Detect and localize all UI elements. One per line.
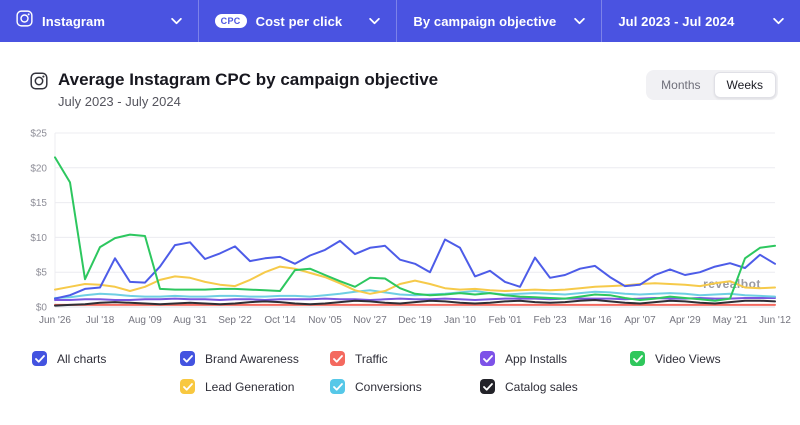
x-axis-tick: Apr '29 xyxy=(669,315,701,326)
chevron-down-icon xyxy=(369,12,381,30)
legend-item-conversions[interactable]: Conversions xyxy=(330,379,480,394)
x-axis-tick: Sep '22 xyxy=(218,315,252,326)
y-axis-tick: $0 xyxy=(36,303,48,314)
page-title: Average Instagram CPC by campaign object… xyxy=(58,70,439,89)
chevron-down-icon xyxy=(773,12,784,30)
legend-label: Conversions xyxy=(355,379,422,394)
legend-label: App Installs xyxy=(505,351,568,366)
series-line-video-views xyxy=(54,156,776,302)
date-range-subtitle: July 2023 - July 2024 xyxy=(58,94,181,109)
y-axis-tick: $5 xyxy=(36,268,48,279)
chevron-down-icon xyxy=(170,12,182,30)
y-axis-tick: $25 xyxy=(30,129,47,140)
granularity-toggle: Months Weeks xyxy=(646,70,778,100)
legend-label: Video Views xyxy=(655,351,721,366)
checkbox-checked-lead-generation[interactable] xyxy=(180,379,195,394)
cpc-line-chart: $0 $5 $10 $15 $20 $25 Jun '26 Jul '18 Aug '09 Aug… xyxy=(0,123,800,335)
months-toggle-button[interactable]: Months xyxy=(648,72,713,98)
legend-item-lead-generation[interactable]: Lead Generation xyxy=(180,379,330,394)
checkbox-checked-app-installs[interactable] xyxy=(480,351,495,366)
checkbox-checked-brand-awareness[interactable] xyxy=(180,351,195,366)
legend-item-all-charts[interactable]: All charts xyxy=(32,351,180,366)
x-axis-tick: Jun '12 xyxy=(759,315,791,326)
y-axis-tick: $20 xyxy=(30,163,47,174)
x-axis-tick: Aug '09 xyxy=(128,315,162,326)
series-line-conversions xyxy=(54,289,776,299)
legend-item-brand-awareness[interactable]: Brand Awareness xyxy=(180,351,330,366)
chevron-down-icon xyxy=(574,12,586,30)
x-axis-tick: Apr '07 xyxy=(624,315,656,326)
weeks-toggle-button[interactable]: Weeks xyxy=(713,72,776,98)
chart-legend: All charts Brand Awareness Traffic App Inst… xyxy=(32,351,800,394)
legend-empty-cell xyxy=(630,379,800,394)
instagram-icon xyxy=(16,10,33,32)
x-axis-tick: Jan '10 xyxy=(444,315,476,326)
x-axis-tick: Jul '18 xyxy=(86,315,115,326)
breakdown-dropdown-label: By campaign objective xyxy=(413,13,557,29)
checkbox-checked-all-charts[interactable] xyxy=(32,351,47,366)
legend-label: Catalog sales xyxy=(505,379,578,394)
platform-dropdown[interactable]: Instagram xyxy=(0,0,198,42)
x-axis-tick: Dec '19 xyxy=(398,315,432,326)
date-range-label: Jul 2023 - Jul 2024 xyxy=(618,13,735,29)
series-line-app-installs xyxy=(54,297,776,301)
chart-header: Average Instagram CPC by campaign object… xyxy=(0,42,800,109)
line-chart-canvas: $0 $5 $10 $15 $20 $25 Jun '26 Jul '18 Aug '09 Aug… xyxy=(30,129,791,327)
legend-label: Lead Generation xyxy=(205,379,295,394)
legend-item-catalog-sales[interactable]: Catalog sales xyxy=(480,379,630,394)
x-axis-tick: May '21 xyxy=(713,315,748,326)
legend-label: All charts xyxy=(57,351,107,366)
y-axis-tick: $15 xyxy=(30,198,47,209)
checkbox-checked-catalog-sales[interactable] xyxy=(480,379,495,394)
x-axis-tick: Nov '05 xyxy=(308,315,342,326)
series-line-brand-awareness xyxy=(54,238,776,300)
series-line-lead-generation xyxy=(54,265,776,295)
legend-empty-cell xyxy=(32,379,180,394)
metric-dropdown[interactable]: CPC Cost per click xyxy=(197,0,397,42)
legend-item-app-installs[interactable]: App Installs xyxy=(480,351,630,366)
series-line-catalog-sales xyxy=(54,299,776,307)
y-axis-tick: $10 xyxy=(30,233,47,244)
x-axis-tick: Nov '27 xyxy=(353,315,387,326)
checkbox-checked-conversions[interactable] xyxy=(330,379,345,394)
breakdown-dropdown[interactable]: By campaign objective xyxy=(396,0,601,42)
metric-dropdown-label: Cost per click xyxy=(255,13,343,29)
x-axis-tick: Mar '16 xyxy=(578,315,611,326)
date-range-dropdown[interactable]: Jul 2023 - Jul 2024 xyxy=(601,0,800,42)
legend-label: Brand Awareness xyxy=(205,351,299,366)
x-axis-tick: Aug '31 xyxy=(173,315,207,326)
legend-label: Traffic xyxy=(355,351,388,366)
platform-dropdown-label: Instagram xyxy=(42,13,106,29)
x-axis-tick: Feb '01 xyxy=(488,315,521,326)
x-axis-tick: Oct '14 xyxy=(264,315,296,326)
instagram-icon xyxy=(30,72,48,109)
checkbox-checked-traffic[interactable] xyxy=(330,351,345,366)
legend-item-video-views[interactable]: Video Views xyxy=(630,351,800,366)
x-axis-tick: Jun '26 xyxy=(39,315,71,326)
x-axis-tick: Feb '23 xyxy=(533,315,566,326)
checkbox-checked-video-views[interactable] xyxy=(630,351,645,366)
legend-item-traffic[interactable]: Traffic xyxy=(330,351,480,366)
cpc-badge: CPC xyxy=(214,14,247,28)
filter-toolbar: Instagram CPC Cost per click By campaign… xyxy=(0,0,800,42)
